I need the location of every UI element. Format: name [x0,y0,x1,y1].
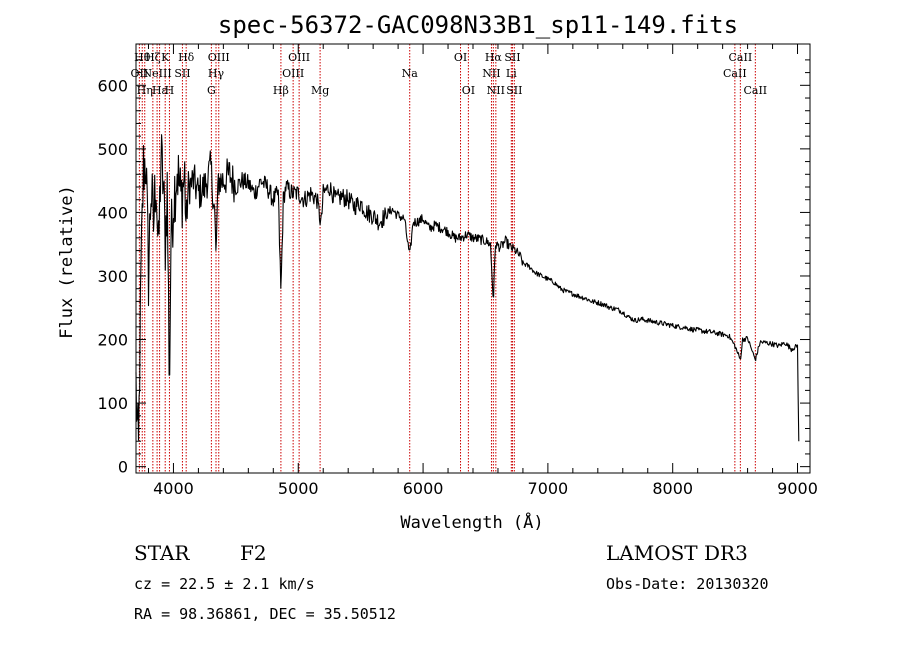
survey-name: LAMOST DR3 [606,541,748,565]
spectral-line-label: Li [506,67,517,80]
x-tick-label: 4000 [153,479,194,498]
chart-title: spec-56372-GAC098N33B1_sp11-149.fits [218,11,738,39]
y-tick-label: 0 [118,458,128,477]
spectral-line-label: H [165,84,175,97]
spectral-line-label: SII [174,67,190,80]
x-tick-label: 9000 [777,479,818,498]
y-tick-label: 200 [97,331,128,350]
y-tick-label: 600 [97,76,128,95]
spectral-line-label: OIII [282,67,304,80]
object-class: STAR [134,541,190,565]
spectral-line-label: Hε [152,84,168,97]
spectral-line-label: Hθ [134,51,151,64]
spectral-lines-layer [138,44,756,473]
spectral-line-label: OII [131,67,149,80]
spectral-line-label: NII [487,84,505,97]
spectral-line-label: Hα [485,51,503,64]
spectral-line-label: Hβ [273,84,289,97]
spectral-line-label: Hγ [208,67,225,80]
y-tick-label: 400 [97,203,128,222]
spectral-line-label: OIII [208,51,230,64]
spectral-line-label: Hζ [145,51,161,64]
spectral-line-label: CaII [729,51,753,64]
spectral-line-labels: OII Hθ Hη Hζ NeIII Hε K H SII Hδ G Hγ OIII Hβ OIII OIII… [131,51,768,97]
spectral-line-label: OI [454,51,467,64]
x-tick-label: 8000 [652,479,693,498]
axis-ticks: 4000 5000 6000 7000 8000 9000 0 100 200 300 400 500… [97,44,818,498]
y-tick-label: 100 [97,394,128,413]
obs-date: Obs-Date: 20130320 [606,575,769,593]
plot-frame [135,43,811,474]
y-tick-label: 500 [97,140,128,159]
object-subclass: F2 [240,541,267,565]
spectral-line-label: NeIII [143,67,172,80]
spectral-line-label: Hη [137,84,153,97]
x-tick-label: 5000 [278,479,319,498]
spectral-line-label: NII [482,67,500,80]
y-axis-label: Flux (relative) [57,185,77,339]
spectral-line-label: OI [462,84,475,97]
spectral-line-label: Na [402,67,419,80]
x-tick-label: 6000 [403,479,444,498]
spectrum-line [135,134,800,442]
spectral-line-label: SII [504,51,520,64]
spectral-line-label: K [161,51,170,64]
spectrum-layer [135,134,800,442]
coordinates-readout: RA = 98.36861, DEC = 35.50512 [134,605,396,623]
spectral-line-label: CaII [743,84,767,97]
spectral-line-label: G [207,84,216,97]
spectral-line-label: OIII [288,51,310,64]
spectral-line-label: SII [506,84,522,97]
spectral-line-label: Hδ [178,51,195,64]
x-tick-label: 7000 [528,479,569,498]
spectral-line-label: CaII [723,67,747,80]
y-tick-label: 300 [97,267,128,286]
velocity-readout: cz = 22.5 ± 2.1 km/s [134,575,315,593]
x-axis-label: Wavelength (Å) [400,511,543,533]
spectral-line-label: Mg [311,84,329,97]
